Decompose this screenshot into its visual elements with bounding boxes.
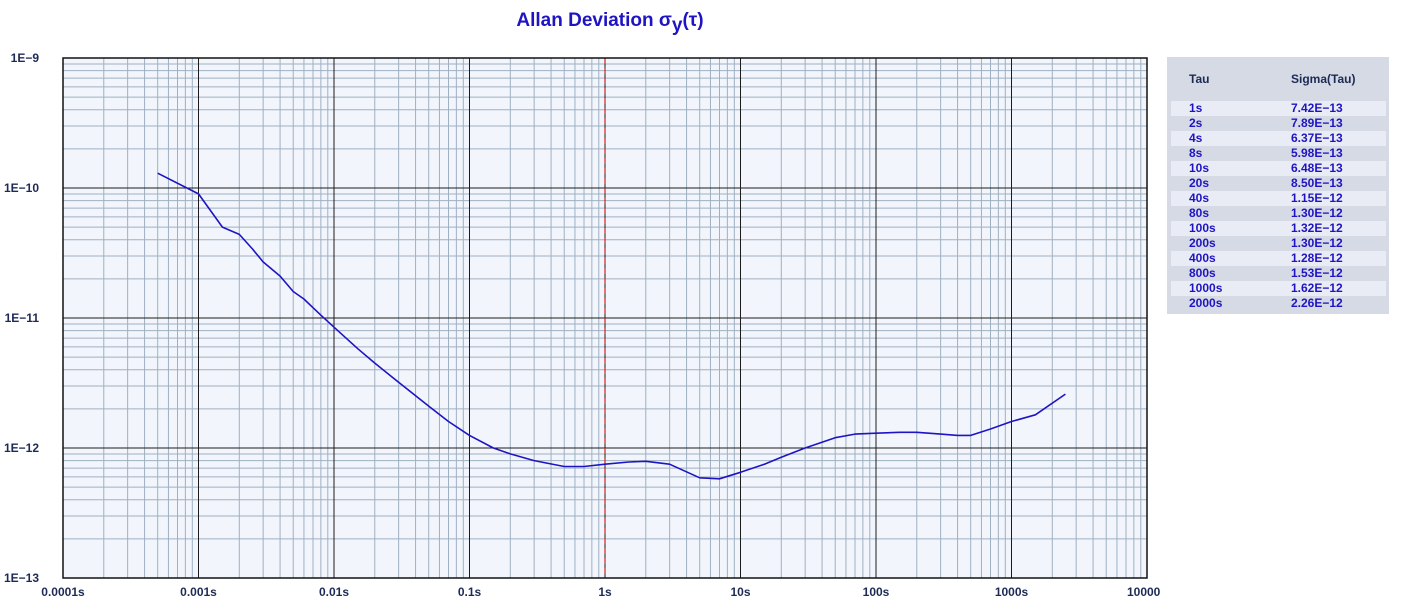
allan-deviation-series-line bbox=[157, 172, 1066, 480]
tau-sigma-table: Tau Sigma(Tau) 1s 7.42E−13 2s 7.89E−13 4s 6.3… bbox=[1167, 57, 1389, 314]
chart-title-main: Allan Deviation σ bbox=[516, 10, 672, 31]
tau-column-header: Tau bbox=[1189, 72, 1210, 86]
table-row: 80s 1.30E−12 bbox=[1171, 206, 1386, 221]
sigma-cell: 1.30E−12 bbox=[1291, 206, 1343, 220]
table-row: 800s 1.53E−12 bbox=[1171, 266, 1386, 281]
y-tick-label: 1E−10 bbox=[4, 181, 39, 195]
x-tick-label: 0.0001s bbox=[41, 585, 85, 599]
tau-cell: 1000s bbox=[1189, 281, 1223, 295]
sigma-cell: 6.48E−13 bbox=[1291, 161, 1343, 175]
x-tick-label: 0.01s bbox=[319, 585, 349, 599]
chart-title-tail: (τ) bbox=[682, 10, 704, 31]
table-row: 1s 7.42E−13 bbox=[1171, 101, 1386, 116]
sigma-cell: 5.98E−13 bbox=[1291, 146, 1343, 160]
sigma-column-header: Sigma(Tau) bbox=[1291, 72, 1356, 86]
tau-cell: 8s bbox=[1189, 146, 1203, 160]
tau-cell: 800s bbox=[1189, 266, 1216, 280]
tau-cell: 10s bbox=[1189, 161, 1210, 175]
table-rows: 1s 7.42E−13 2s 7.89E−13 4s 6.37E−13 8s 5.98E−13… bbox=[1171, 101, 1386, 311]
table-row: 1000s 1.62E−12 bbox=[1171, 281, 1386, 296]
table-row: 100s 1.32E−12 bbox=[1171, 221, 1386, 236]
table-row: 2000s 2.26E−12 bbox=[1171, 296, 1386, 311]
table-row: 4s 6.37E−13 bbox=[1171, 131, 1386, 146]
tau-cell: 2000s bbox=[1189, 296, 1223, 310]
sigma-cell: 2.26E−12 bbox=[1291, 296, 1343, 310]
x-tick-label: 100s bbox=[863, 585, 890, 599]
sigma-cell: 7.42E−13 bbox=[1291, 101, 1343, 115]
y-tick-label: 1E−9 bbox=[11, 51, 40, 65]
allan-deviation-plot: 0.0001s 0.001s 0.01s 0.1s 1s 10s 100s 1000s 1000… bbox=[4, 51, 1160, 599]
y-tick-label: 1E−11 bbox=[5, 311, 40, 325]
table-row: 20s 8.50E−13 bbox=[1171, 176, 1386, 191]
tau-cell: 20s bbox=[1189, 176, 1210, 190]
tau-cell: 40s bbox=[1189, 191, 1210, 205]
sigma-cell: 1.53E−12 bbox=[1291, 266, 1343, 280]
table-row: 8s 5.98E−13 bbox=[1171, 146, 1386, 161]
x-tick-label: 10s bbox=[730, 585, 750, 599]
sigma-cell: 7.89E−13 bbox=[1291, 116, 1343, 130]
y-tick-label: 1E−13 bbox=[4, 571, 39, 585]
tau-cell: 80s bbox=[1189, 206, 1210, 220]
y-tick-label: 1E−12 bbox=[4, 441, 39, 455]
tau-cell: 1s bbox=[1189, 101, 1203, 115]
tau-cell: 200s bbox=[1189, 236, 1216, 250]
x-tick-label: 0.001s bbox=[180, 585, 217, 599]
tau-cell: 400s bbox=[1189, 251, 1216, 265]
table-row: 200s 1.30E−12 bbox=[1171, 236, 1386, 251]
x-tick-label: 10000s bbox=[1127, 585, 1160, 599]
table-row: 400s 1.28E−12 bbox=[1171, 251, 1386, 266]
chart-title: Allan Deviation σy(τ) bbox=[0, 10, 1220, 36]
tau-cell: 100s bbox=[1189, 221, 1216, 235]
x-tick-label: 1s bbox=[598, 585, 612, 599]
table-row: 2s 7.89E−13 bbox=[1171, 116, 1386, 131]
chart-title-subscript: y bbox=[671, 15, 683, 36]
table-row: 40s 1.15E−12 bbox=[1171, 191, 1386, 206]
sigma-cell: 6.37E−13 bbox=[1291, 131, 1343, 145]
sigma-cell: 1.15E−12 bbox=[1291, 191, 1343, 205]
sigma-cell: 1.30E−12 bbox=[1291, 236, 1343, 250]
sigma-cell: 1.28E−12 bbox=[1291, 251, 1343, 265]
tau-cell: 4s bbox=[1189, 131, 1203, 145]
x-tick-label: 0.1s bbox=[458, 585, 482, 599]
table-row: 10s 6.48E−13 bbox=[1171, 161, 1386, 176]
plot-frame bbox=[62, 57, 1148, 579]
sigma-cell: 1.32E−12 bbox=[1291, 221, 1343, 235]
sigma-cell: 1.62E−12 bbox=[1291, 281, 1343, 295]
x-tick-label: 1000s bbox=[995, 585, 1029, 599]
tau-cell: 2s bbox=[1189, 116, 1203, 130]
sigma-cell: 8.50E−13 bbox=[1291, 176, 1343, 190]
